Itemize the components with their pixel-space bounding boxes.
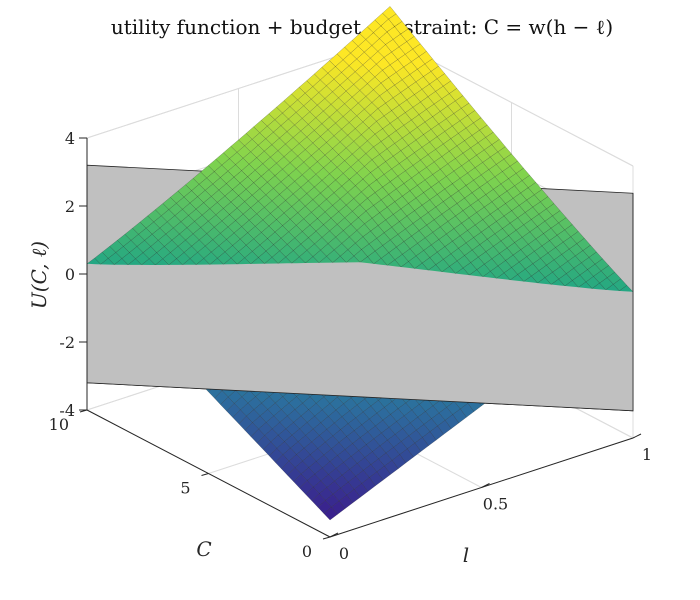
c-tick-mark bbox=[322, 536, 331, 540]
axes bbox=[79, 137, 642, 540]
z-tick-label: -4 bbox=[59, 401, 75, 420]
l-tick-label: 0.5 bbox=[483, 495, 508, 514]
c-tick-mark bbox=[201, 473, 209, 476]
c-tick-label: 5 bbox=[180, 479, 190, 498]
l-tick-label: 0 bbox=[339, 544, 349, 563]
z-tick-label: 0 bbox=[65, 265, 75, 284]
l-tick-label: 1 bbox=[642, 445, 652, 464]
surface-cell bbox=[323, 506, 338, 521]
l-tick-mark bbox=[481, 483, 490, 488]
z-tick-label: 2 bbox=[65, 197, 75, 216]
c-tick-label: 0 bbox=[302, 542, 312, 561]
c-tick-label: 10 bbox=[49, 415, 69, 434]
y-axis-label: C bbox=[196, 537, 211, 561]
l-tick-mark bbox=[329, 532, 339, 538]
z-tick-label: 4 bbox=[65, 129, 75, 148]
x-axis-label: l bbox=[463, 543, 469, 567]
z-tick-label: -2 bbox=[59, 333, 75, 352]
budget-plane-front-fill bbox=[87, 262, 633, 411]
l-tick-mark bbox=[632, 433, 642, 439]
z-axis-label: U(C, ℓ) bbox=[27, 241, 51, 309]
